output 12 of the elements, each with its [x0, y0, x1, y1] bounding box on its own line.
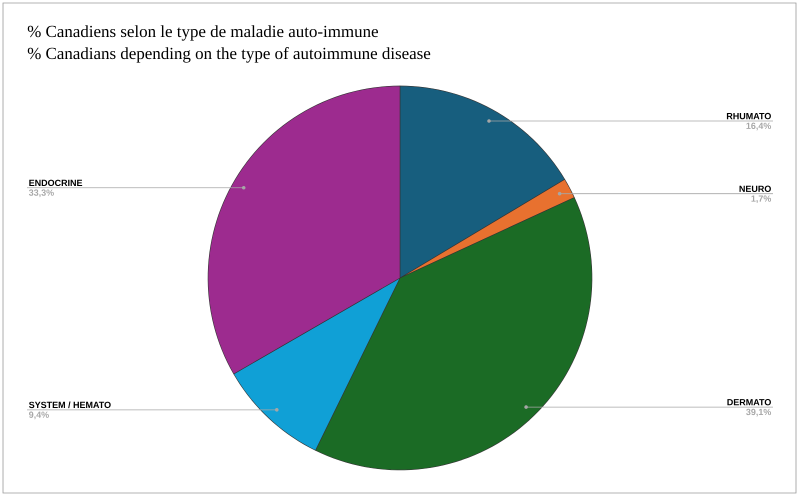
data-label: 16,4% — [746, 122, 772, 130]
chart-subtitle: % Canadians depending on the type of autoimmune disease — [28, 47, 430, 63]
data-label: 1,7% — [751, 195, 772, 204]
chart-title: % Canadiens selon le type de maladie auto-immune — [28, 25, 378, 41]
slice-label: RHUMATO — [726, 112, 771, 120]
slice-label: ENDOCRINE — [29, 180, 82, 186]
slice-label: SYSTEM / HEMATO — [28, 401, 111, 408]
slice-label: DERMATO — [727, 399, 771, 406]
data-label: 39,1% — [746, 408, 772, 416]
data-label: 9,4% — [29, 412, 49, 420]
slice-label: NEURO — [740, 186, 771, 192]
data-label: 33,3% — [28, 189, 54, 198]
